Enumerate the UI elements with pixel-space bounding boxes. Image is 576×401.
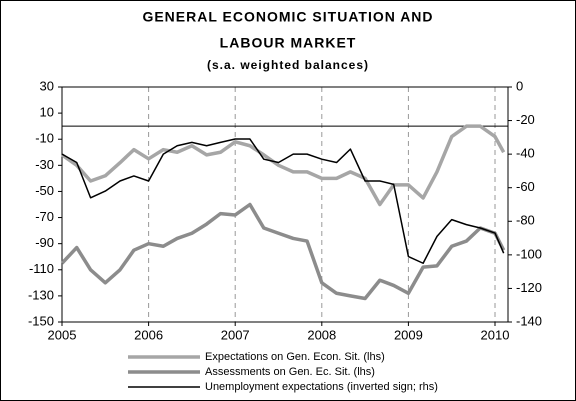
y2-tick-label: -60 bbox=[516, 179, 535, 194]
chart-subtitle: (s.a. weighted balances) bbox=[207, 58, 369, 72]
x-tick-label: 2007 bbox=[221, 327, 250, 342]
series-line bbox=[61, 138, 505, 264]
series-line bbox=[60, 124, 506, 207]
series-line bbox=[60, 202, 506, 301]
plot-frame bbox=[61, 86, 509, 323]
x-tick-label: 2005 bbox=[48, 327, 77, 342]
y-tick-label: -110 bbox=[29, 261, 54, 276]
y-tick-label: -70 bbox=[35, 209, 54, 224]
y2-tick-label: -20 bbox=[516, 112, 535, 127]
x-tick-label: 2006 bbox=[134, 327, 163, 342]
legend-label: Assessments on Gen. Ec. Sit. (lhs) bbox=[205, 366, 375, 378]
y-tick-label: -130 bbox=[28, 287, 54, 302]
y-tick-label: 30 bbox=[40, 78, 54, 93]
y-tick-label: -50 bbox=[35, 183, 54, 198]
y-tick-label: -90 bbox=[35, 235, 54, 250]
y-tick-label: 10 bbox=[40, 105, 54, 120]
legend-label: Unemployment expectations (inverted sign… bbox=[205, 381, 438, 393]
y2-tick-label: -40 bbox=[516, 146, 535, 161]
y2-tick-label: -140 bbox=[516, 313, 542, 328]
chart-title: LABOUR MARKET bbox=[220, 35, 357, 51]
y2-tick-label: 0 bbox=[516, 78, 523, 93]
x-tick-label: 2010 bbox=[481, 327, 510, 342]
y-tick-label: -10 bbox=[35, 131, 54, 146]
x-tick-label: 2009 bbox=[394, 327, 423, 342]
y2-tick-label: -120 bbox=[516, 280, 542, 295]
x-tick-label: 2008 bbox=[307, 327, 336, 342]
y2-tick-label: -80 bbox=[516, 213, 535, 228]
y2-tick-label: -100 bbox=[516, 246, 542, 261]
legend-label: Expectations on Gen. Econ. Sit. (lhs) bbox=[205, 351, 385, 363]
y-tick-label: -30 bbox=[35, 157, 54, 172]
chart-title: GENERAL ECONOMIC SITUATION AND bbox=[142, 9, 433, 25]
y-tick-label: -150 bbox=[28, 313, 54, 328]
